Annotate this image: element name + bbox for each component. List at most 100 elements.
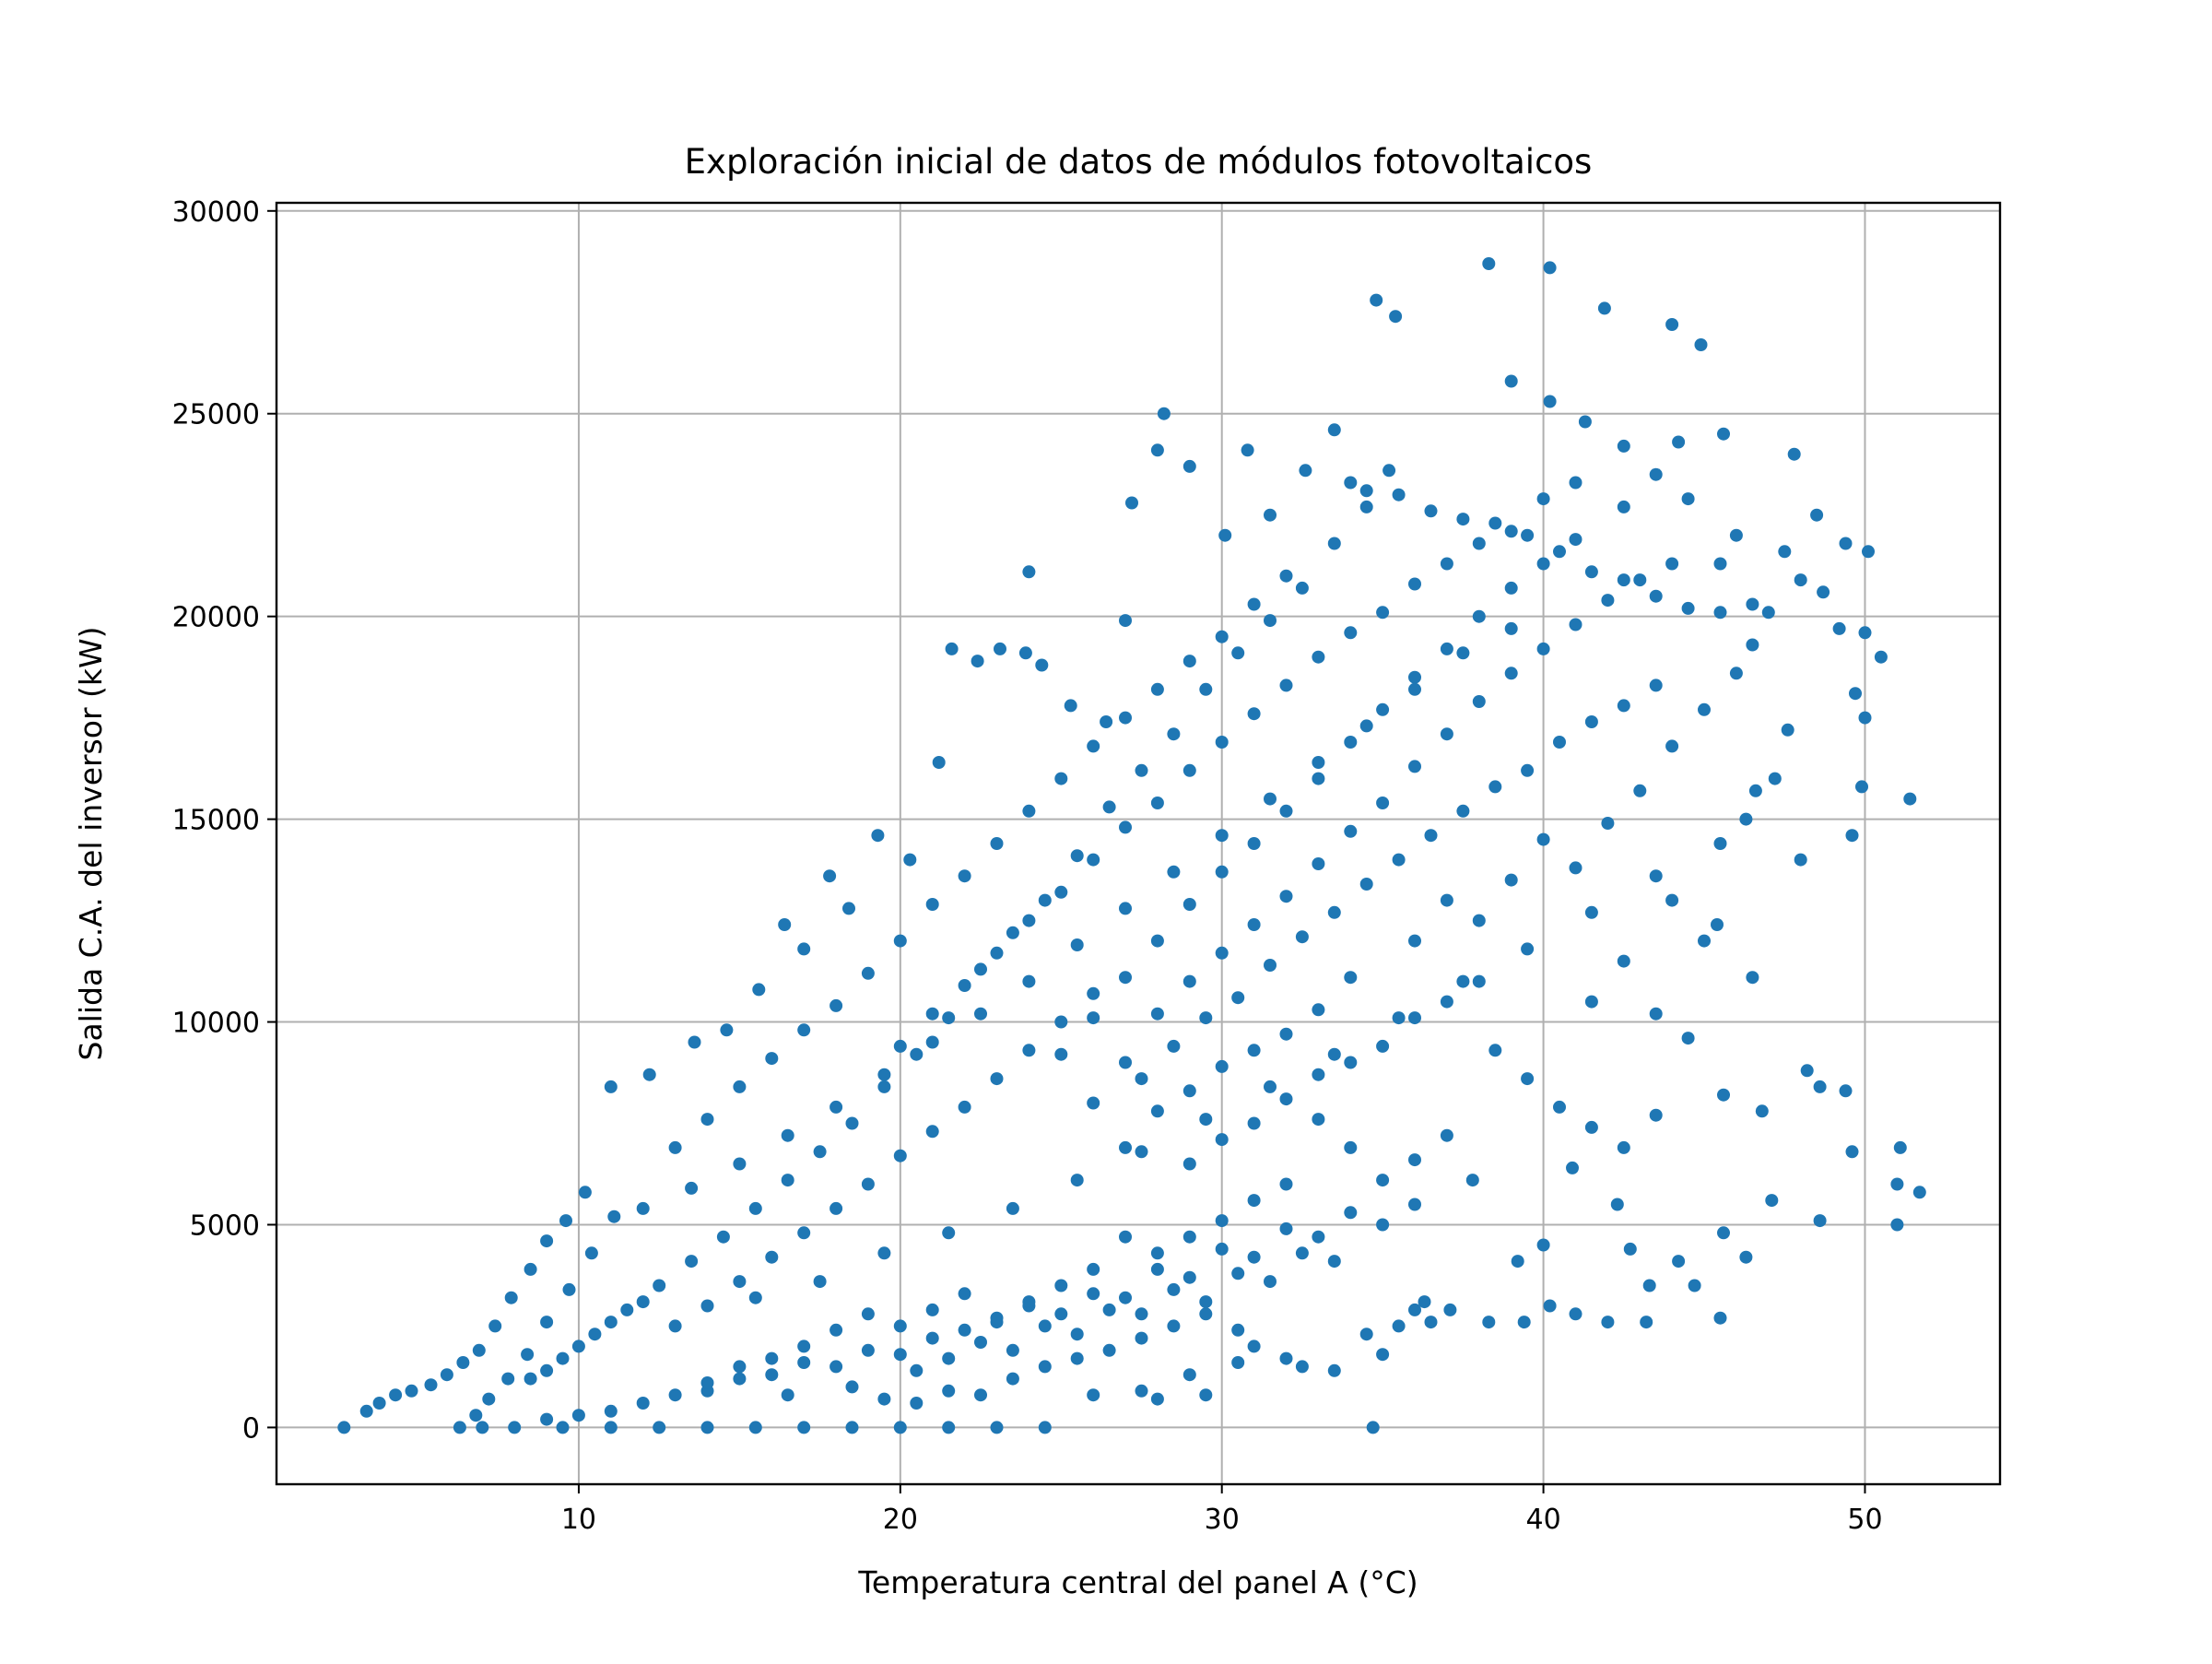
data-point [958, 979, 971, 992]
data-point [1231, 1267, 1245, 1280]
data-point [1312, 1068, 1325, 1081]
data-point [1035, 658, 1049, 672]
data-point [1022, 1044, 1036, 1057]
data-point [1521, 528, 1535, 542]
data-point [1359, 878, 1373, 891]
data-point [1215, 946, 1229, 960]
data-point [1440, 727, 1453, 741]
data-point [910, 1363, 924, 1377]
data-point [668, 1388, 682, 1402]
data-point [1135, 763, 1148, 777]
data-point [1182, 1084, 1196, 1098]
data-point [1839, 1084, 1853, 1098]
data-point [1038, 1360, 1052, 1374]
data-point [1440, 642, 1453, 655]
data-point [845, 1421, 859, 1434]
data-point [1768, 772, 1782, 785]
data-point [504, 1291, 518, 1304]
data-point [1264, 614, 1277, 628]
data-point [1247, 837, 1261, 850]
data-point [604, 1404, 618, 1418]
data-point [1376, 702, 1390, 716]
data-point [1070, 938, 1084, 951]
data-point [1247, 597, 1261, 611]
x-tick-label: 50 [1847, 1504, 1882, 1536]
data-point [1440, 893, 1453, 907]
data-point [1472, 609, 1486, 623]
data-point [1649, 589, 1663, 603]
data-point [1584, 1120, 1598, 1134]
data-point [1022, 804, 1036, 818]
data-point [1787, 447, 1801, 461]
y-tick-label: 20000 [172, 602, 260, 634]
data-point [1408, 934, 1421, 948]
data-point [1135, 1331, 1148, 1345]
data-point [1119, 711, 1132, 725]
data-point [1182, 763, 1196, 777]
data-point [877, 1068, 891, 1081]
data-point [1698, 934, 1711, 948]
data-point [1199, 1011, 1213, 1025]
data-point [700, 1299, 714, 1313]
data-point [1681, 1032, 1695, 1045]
data-point [1327, 905, 1341, 919]
data-point [1729, 667, 1743, 680]
data-point [1746, 971, 1759, 985]
data-point [1392, 1319, 1406, 1333]
data-point [1119, 1230, 1132, 1244]
data-point [748, 1291, 762, 1304]
data-point [971, 655, 984, 668]
data-point [1553, 545, 1566, 559]
data-point [1119, 902, 1132, 915]
data-point [1858, 711, 1872, 725]
data-point [781, 1388, 794, 1402]
data-point [1504, 581, 1518, 595]
data-point [733, 1372, 747, 1386]
data-point [1087, 739, 1100, 753]
data-point [1817, 585, 1830, 599]
data-point [1150, 682, 1164, 696]
data-point [488, 1319, 502, 1333]
data-point [1247, 918, 1261, 931]
data-point [337, 1421, 351, 1434]
data-point [1241, 443, 1254, 457]
data-point [1279, 1221, 1293, 1235]
data-point [1623, 1242, 1637, 1256]
data-point [1665, 893, 1679, 907]
data-point [685, 1255, 699, 1269]
data-point [1472, 914, 1486, 927]
data-point [1247, 1250, 1261, 1264]
data-point [1862, 545, 1875, 559]
data-point [733, 1360, 747, 1374]
data-point [501, 1372, 515, 1386]
data-point [1649, 679, 1663, 692]
data-point [1890, 1177, 1904, 1191]
data-point [1504, 621, 1518, 635]
data-point [1264, 792, 1277, 806]
data-point [1765, 1194, 1779, 1208]
data-point [685, 1181, 699, 1195]
data-point [1729, 528, 1743, 542]
data-point [1376, 797, 1390, 809]
data-point [1713, 557, 1727, 571]
data-point [1038, 893, 1052, 907]
data-point [1672, 435, 1686, 449]
data-point [910, 1397, 924, 1410]
data-point [1327, 1047, 1341, 1061]
data-point [1472, 974, 1486, 988]
data-point [1698, 702, 1711, 716]
data-point [1504, 374, 1518, 388]
data-point [1810, 508, 1824, 522]
data-point [1617, 573, 1630, 587]
data-point [642, 1068, 656, 1081]
data-point [1376, 1174, 1390, 1187]
data-point [1536, 642, 1550, 655]
data-point [556, 1421, 570, 1434]
data-point [1125, 496, 1138, 510]
data-point [1167, 865, 1181, 879]
data-point [472, 1343, 486, 1357]
data-point [1344, 1140, 1358, 1154]
data-point [1617, 699, 1630, 713]
data-point [1584, 905, 1598, 919]
